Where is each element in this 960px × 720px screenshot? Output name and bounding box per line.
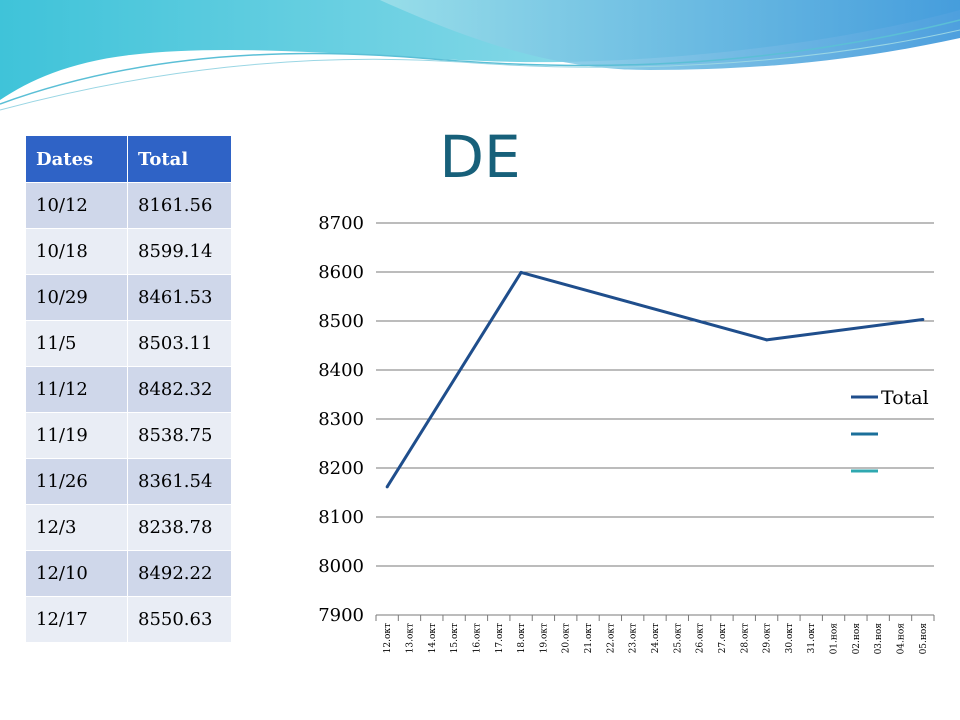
cell-date: 10/29 [25,274,128,321]
y-tick-label: 8300 [318,409,364,430]
table-row: 11/12 8482.32 [25,366,232,413]
x-tick-label: 27.окт [718,623,728,653]
y-tick-label: 7900 [318,605,364,626]
y-tick-label: 8500 [318,311,364,332]
cell-date: 12/17 [25,596,128,643]
x-tick-label: 23.окт [629,623,639,653]
x-tick-label: 05.ноя [919,623,929,655]
cell-total: 8550.63 [127,596,232,643]
x-tick-label: 12.окт [383,623,393,653]
table-row: 10/18 8599.14 [25,228,232,275]
header-total: Total [127,135,232,183]
slide-title: DE [439,123,521,191]
table-row: 12/3 8238.78 [25,504,232,551]
x-tick-label: 13.окт [405,623,415,653]
x-tick-label: 25.окт [673,623,683,653]
x-tick-label: 21.окт [584,623,594,653]
y-tick-label: 8000 [318,556,364,577]
cell-date: 10/18 [25,228,128,275]
table-row: 10/12 8161.56 [25,182,232,229]
cell-date: 11/19 [25,412,128,459]
y-tick-label: 8400 [318,360,364,381]
x-tick-label: 17.окт [495,623,505,653]
table-row: 11/19 8538.75 [25,412,232,459]
cell-total: 8599.14 [127,228,232,275]
data-point [519,270,523,274]
x-tick-label: 18.окт [517,623,527,653]
data-table: Dates Total 10/12 8161.56 10/18 8599.14 10/2… [25,135,232,643]
cell-date: 11/5 [25,320,128,367]
cell-total: 8538.75 [127,412,232,459]
x-tick-label: 26.окт [696,623,706,653]
cell-total: 8238.78 [127,504,232,551]
cell-total: 8161.56 [127,182,232,229]
y-tick-label: 8700 [318,213,364,234]
data-point [921,317,925,321]
x-tick-label: 22.окт [606,623,616,653]
decorative-wave-banner [0,0,960,111]
table-row: 10/29 8461.53 [25,274,232,321]
x-tick-label: 02.ноя [852,623,862,655]
header-dates: Dates [25,135,128,183]
y-tick-label: 8600 [318,262,364,283]
table-row: 11/26 8361.54 [25,458,232,505]
cell-date: 12/3 [25,504,128,551]
cell-total: 8492.22 [127,550,232,597]
cell-total: 8482.32 [127,366,232,413]
cell-total: 8461.53 [127,274,232,321]
x-tick-label: 31.окт [807,623,817,653]
cell-date: 12/10 [25,550,128,597]
x-tick-label: 20.окт [562,623,572,653]
x-tick-label: 30.окт [785,623,795,653]
x-tick-label: 15.окт [450,623,460,653]
table-row: 11/5 8503.11 [25,320,232,367]
cell-date: 11/26 [25,458,128,505]
x-tick-label: 04.ноя [897,623,907,655]
x-tick-label: 14.окт [428,623,438,653]
x-tick-label: 29.окт [763,623,773,653]
y-tick-label: 8100 [318,507,364,528]
cell-total: 8503.11 [127,320,232,367]
x-tick-label: 03.ноя [874,623,884,655]
data-point [765,338,769,342]
table-row: 12/17 8550.63 [25,596,232,643]
x-tick-label: 19.окт [539,623,549,653]
y-tick-label: 8200 [318,458,364,479]
x-tick-label: 28.окт [740,623,750,653]
cell-date: 11/12 [25,366,128,413]
series-line-total [385,270,924,488]
cell-date: 10/12 [25,182,128,229]
line-chart: 7900 8000 8100 8200 8300 8400 8500 8600 8700 12.… [318,213,935,655]
x-tick-label: 16.окт [472,623,482,653]
table-row: 12/10 8492.22 [25,550,232,597]
data-point [385,485,389,489]
cell-total: 8361.54 [127,458,232,505]
legend-label: Total [881,387,929,409]
table-header-row: Dates Total [25,135,232,183]
x-tick-label: 24.окт [651,623,661,653]
x-tick-label: 01.ноя [830,623,840,655]
